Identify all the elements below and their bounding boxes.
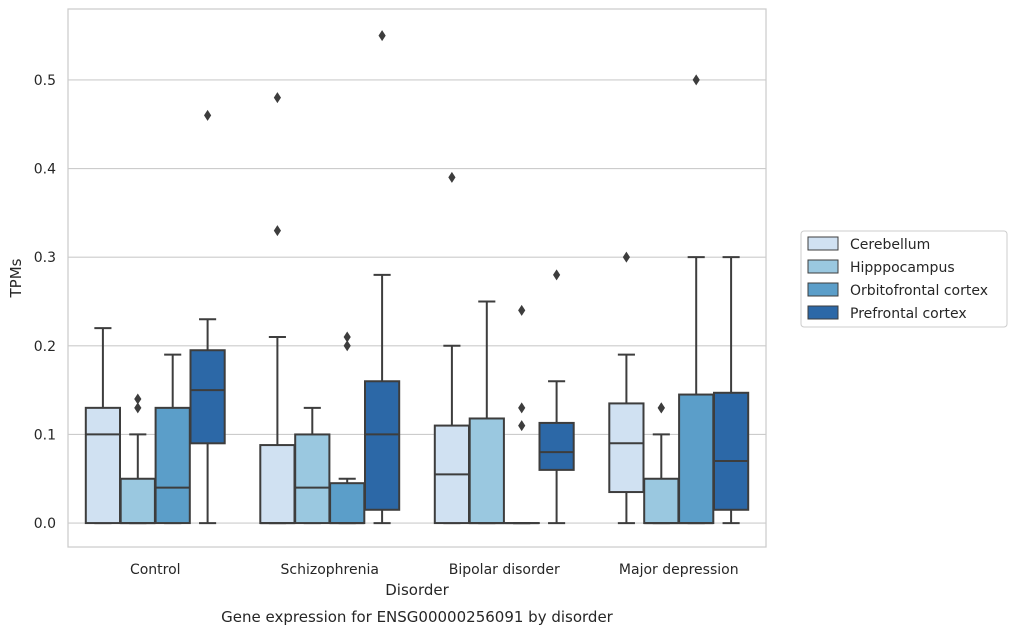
legend-swatch (807, 305, 839, 320)
box-group (468, 300, 505, 525)
box-plot-marks (84, 30, 750, 525)
box-group (119, 393, 156, 525)
box-group (643, 402, 680, 525)
iqr-box (608, 402, 645, 494)
iqr-box (643, 477, 680, 525)
x-axis-title: Disorder (385, 581, 449, 599)
legend-label: Prefrontal cortex (850, 306, 967, 322)
outlier-point (134, 393, 142, 405)
iqr-box (154, 406, 191, 525)
legend-frame (800, 230, 1008, 328)
box-group (189, 109, 226, 525)
outlier-point (657, 402, 665, 414)
x-tick-labels: Control Schizophrenia Bipolar disorder Majo… (130, 562, 739, 578)
legend-swatch (807, 236, 839, 251)
legend-label: Orbitofrontal cortex (850, 283, 988, 299)
outlier-point (273, 92, 281, 104)
iqr-box (363, 380, 401, 511)
box-group (259, 92, 296, 525)
outlier-point (448, 171, 456, 183)
y-tick-label: 0.3 (34, 250, 56, 266)
outlier-point (518, 304, 526, 316)
outlier-point (134, 402, 142, 414)
box-group (503, 304, 540, 525)
y-tick-labels: 0.0 0.1 0.2 0.3 0.4 0.5 (34, 73, 56, 532)
x-tick-label: Control (130, 562, 181, 578)
iqr-box (712, 391, 750, 511)
x-tick-label: Major depression (619, 562, 739, 578)
legend-swatch (807, 259, 839, 274)
box-group (84, 327, 122, 525)
y-tick-label: 0.1 (34, 427, 56, 443)
iqr-box (189, 349, 226, 445)
y-tick-label: 0.2 (34, 339, 56, 355)
y-axis-title: TPMs (7, 258, 25, 298)
outlier-point (273, 225, 281, 237)
outlier-point (378, 30, 386, 42)
outlier-point (518, 402, 526, 414)
iqr-box (84, 406, 122, 525)
outlier-point (692, 74, 700, 86)
outlier-point (622, 251, 630, 263)
box-group (608, 251, 645, 525)
iqr-box (538, 421, 575, 471)
outlier-point (204, 109, 212, 121)
iqr-box (468, 417, 505, 525)
box-group (712, 256, 750, 525)
x-tick-label: Schizophrenia (281, 562, 379, 578)
iqr-box (329, 482, 366, 525)
y-tick-label: 0.5 (34, 73, 56, 89)
box-group (154, 353, 191, 525)
outlier-point (343, 331, 351, 343)
box-group (538, 269, 575, 525)
box-group (363, 30, 401, 525)
box-group (678, 74, 715, 525)
outlier-point (553, 269, 561, 281)
box-group (433, 171, 471, 525)
box-group (294, 406, 331, 525)
iqr-box (119, 477, 156, 525)
outlier-point (343, 340, 351, 352)
outlier-point (518, 420, 526, 432)
legend-label: Hipppocampus (850, 260, 955, 276)
plot-frame (67, 8, 767, 548)
chart-caption: Gene expression for ENSG00000256091 by d… (221, 608, 614, 626)
y-tick-label: 0.0 (34, 516, 56, 532)
iqr-box (294, 433, 331, 525)
x-tick-label: Bipolar disorder (449, 562, 560, 578)
legend-label: Cerebellum (850, 237, 930, 253)
legend: Cerebellum Hipppocampus Orbitofrontal cort… (800, 230, 1008, 328)
iqr-box (259, 444, 296, 525)
legend-swatch (807, 282, 839, 297)
y-tick-label: 0.4 (34, 162, 56, 178)
iqr-box (678, 393, 715, 525)
box-group (329, 331, 366, 525)
